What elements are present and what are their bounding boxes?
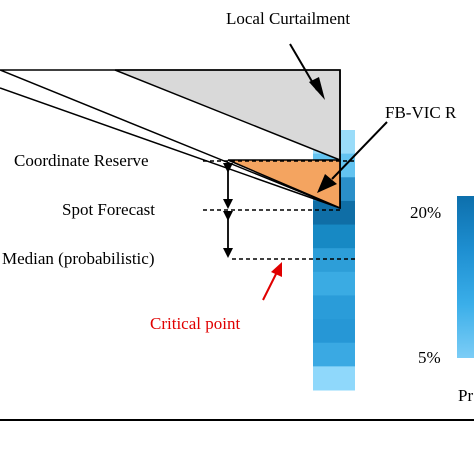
scale-low-label: 5% (418, 348, 441, 367)
heat-cell (313, 366, 355, 391)
spot-forecast-label: Spot Forecast (62, 200, 155, 219)
fb-vic-label: FB-VIC R (385, 103, 457, 122)
coordinate-reserve-label: Coordinate Reserve (14, 151, 149, 170)
local-curtailment-region (114, 69, 341, 162)
upper-trajectory-line (0, 87, 341, 209)
probability-heat-column (313, 130, 355, 391)
critical-point-pointer (262, 271, 278, 301)
heat-cell (313, 224, 355, 249)
fb-vic-arrowhead (317, 174, 337, 193)
probability-scale-bar (457, 196, 474, 358)
median-label: Median (probabilistic) (2, 249, 155, 268)
scale-bar-fill (457, 196, 474, 358)
heat-cell (313, 295, 355, 320)
critical-point-label: Critical point (150, 314, 240, 333)
heat-cell (313, 248, 355, 273)
heat-cell (313, 271, 355, 296)
local-curtailment-arrowhead (309, 77, 325, 100)
fb-vic-pointer (331, 121, 388, 180)
critical-point-arrowhead (271, 262, 282, 277)
heat-cell (313, 319, 355, 344)
scale-caption-label: Pr (458, 386, 473, 405)
local-curtailment-label: Local Curtailment (226, 9, 350, 28)
scale-high-label: 20% (410, 203, 441, 222)
heat-cell (313, 342, 355, 367)
